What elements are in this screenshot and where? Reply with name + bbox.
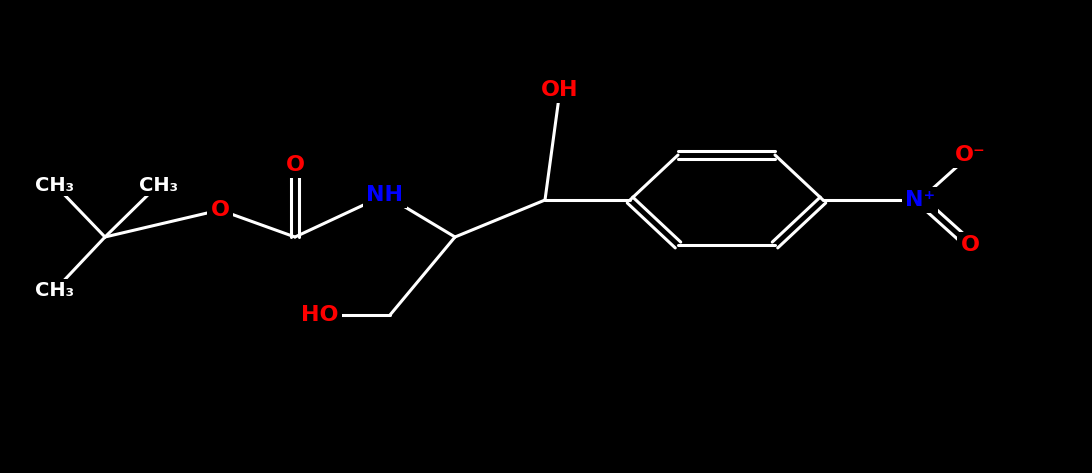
Text: O: O xyxy=(285,155,305,175)
Text: NH: NH xyxy=(367,185,404,205)
Text: N⁺: N⁺ xyxy=(905,190,935,210)
Text: CH₃: CH₃ xyxy=(139,175,178,194)
Text: CH₃: CH₃ xyxy=(36,280,74,299)
Text: O: O xyxy=(961,235,980,255)
Text: O: O xyxy=(211,200,229,220)
Text: O⁻: O⁻ xyxy=(954,145,985,165)
Text: OH: OH xyxy=(542,80,579,100)
Text: CH₃: CH₃ xyxy=(36,175,74,194)
Text: HO: HO xyxy=(301,305,339,325)
